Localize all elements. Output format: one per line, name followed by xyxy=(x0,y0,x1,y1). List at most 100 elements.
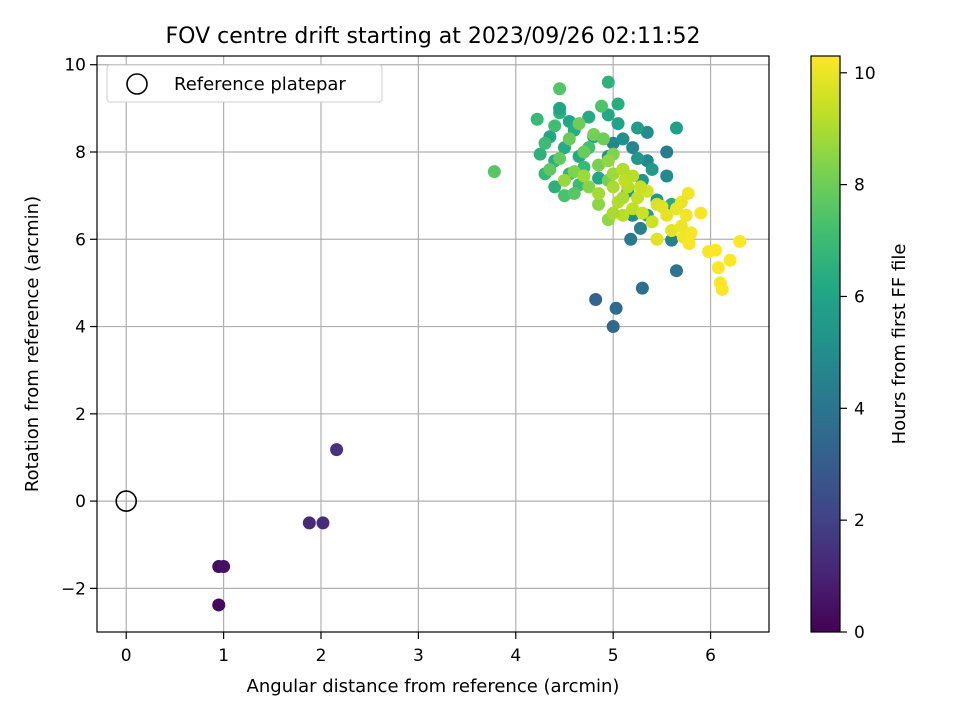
scatter-point xyxy=(553,152,567,166)
y-tick-label: 6 xyxy=(75,230,86,250)
scatter-point xyxy=(592,186,606,200)
scatter-point xyxy=(645,162,659,176)
scatter-point xyxy=(631,191,645,205)
x-tick-label: 2 xyxy=(316,646,327,666)
scatter-point xyxy=(616,208,630,222)
scatter-point xyxy=(316,516,330,530)
scatter-point xyxy=(640,125,654,139)
scatter-point xyxy=(708,243,722,257)
y-tick-label: 2 xyxy=(75,405,86,425)
scatter-point xyxy=(606,320,620,334)
scatter-point xyxy=(684,226,698,240)
scatter-point xyxy=(557,173,571,187)
scatter-point xyxy=(631,121,645,135)
scatter-point xyxy=(633,180,647,194)
scatter-point xyxy=(674,195,688,209)
scatter-point xyxy=(665,224,679,238)
scatter-point xyxy=(694,206,708,220)
scatter-point xyxy=(594,99,608,113)
colorbar-tick-label: 10 xyxy=(854,64,876,84)
y-tick-label: −2 xyxy=(61,579,86,599)
scatter-point xyxy=(611,117,625,131)
scatter-point xyxy=(606,180,620,194)
scatter-point xyxy=(723,253,737,267)
colorbar-tick-label: 0 xyxy=(854,623,865,643)
y-tick-label: 10 xyxy=(64,56,86,76)
y-tick-label: 0 xyxy=(75,492,86,512)
scatter-point xyxy=(302,516,316,530)
colorbar-ticks: 0 2 4 6 8 10 xyxy=(840,64,876,643)
scatter-point xyxy=(616,191,630,205)
scatter-point xyxy=(616,162,630,176)
colorbar-tick-label: 8 xyxy=(854,176,865,196)
scatter-point xyxy=(577,169,591,183)
scatter-point xyxy=(572,117,586,131)
scatter-point xyxy=(616,132,630,146)
scatter-point xyxy=(487,165,501,179)
legend-marker-reference xyxy=(126,73,148,95)
x-axis-label: Angular distance from reference (arcmin) xyxy=(247,676,620,697)
scatter-point xyxy=(626,141,640,155)
colorbar: 0 2 4 6 8 10 Hours from first FF file xyxy=(810,55,910,643)
scatter-point xyxy=(606,206,620,220)
scatter-point xyxy=(645,215,659,229)
scatter-point xyxy=(562,132,576,146)
colorbar-tick-label: 2 xyxy=(854,511,865,531)
reference-platepar-marker xyxy=(115,490,138,512)
scatter-point xyxy=(635,281,649,295)
scatter-point xyxy=(548,180,562,194)
scatter-point xyxy=(530,112,544,126)
scatter-point xyxy=(548,119,562,133)
scatter-point xyxy=(611,97,625,111)
scatter-point xyxy=(626,202,640,216)
scatter-point xyxy=(601,154,615,168)
scatter-point xyxy=(631,152,645,166)
x-tick-label: 4 xyxy=(510,646,521,666)
y-axis-label: Rotation from reference (arcmin) xyxy=(22,196,43,492)
scatter-point xyxy=(589,292,603,306)
scatter-point xyxy=(669,264,683,278)
scatter-point xyxy=(577,145,591,159)
grid-lines xyxy=(97,56,769,632)
x-axis-ticks: 0 1 2 3 4 5 6 xyxy=(121,632,716,666)
scatter-point xyxy=(557,189,571,203)
scatter-point xyxy=(553,101,567,115)
scatter-point xyxy=(553,82,567,96)
scatter-point xyxy=(674,219,688,233)
legend-label-reference: Reference platepar xyxy=(174,74,346,95)
y-axis-ticks: −2 0 2 4 6 8 10 xyxy=(61,56,97,599)
colorbar-label: Hours from first FF file xyxy=(889,244,910,445)
scatter-point xyxy=(217,560,231,574)
x-tick-label: 5 xyxy=(608,646,619,666)
scatter-point xyxy=(665,233,679,247)
scatter-point xyxy=(606,136,620,150)
legend-box xyxy=(106,64,383,103)
scatter-point xyxy=(592,158,606,172)
scatter-point xyxy=(212,598,226,612)
x-tick-label: 1 xyxy=(218,646,229,666)
scatter-point xyxy=(681,186,695,200)
colorbar-tick-label: 6 xyxy=(854,287,865,307)
scatter-point xyxy=(733,234,747,248)
scatter-point xyxy=(592,197,606,211)
scatter-point xyxy=(650,232,664,246)
scatter-point xyxy=(633,221,647,235)
y-tick-label: 8 xyxy=(75,143,86,163)
x-tick-label: 3 xyxy=(413,646,424,666)
scatter-point xyxy=(330,443,344,457)
scatter-point xyxy=(715,282,729,296)
scatter-point xyxy=(606,167,620,181)
scatter-point xyxy=(635,206,649,220)
data-points xyxy=(212,75,747,612)
scatter-point xyxy=(592,171,606,185)
colorbar-gradient xyxy=(810,55,841,633)
scatter-point xyxy=(587,128,601,142)
y-tick-label: 4 xyxy=(75,318,86,338)
scatter-point xyxy=(660,145,674,159)
reference-marker xyxy=(115,490,138,512)
colorbar-tick-label: 4 xyxy=(854,399,865,419)
scatter-point xyxy=(624,232,638,246)
x-tick-label: 6 xyxy=(705,646,716,666)
